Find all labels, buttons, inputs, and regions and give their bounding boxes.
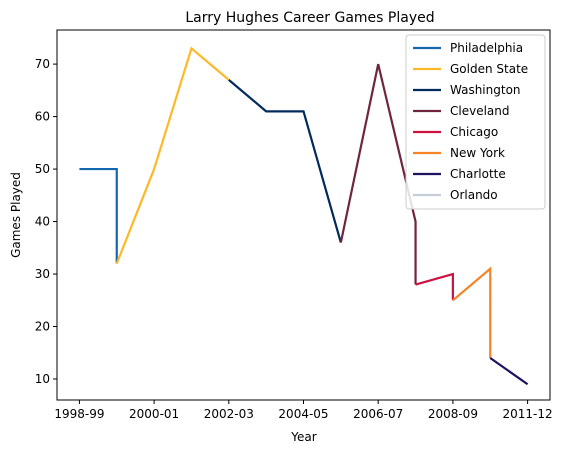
x-axis-label: Year	[290, 430, 316, 444]
y-tick-label: 10	[35, 372, 50, 386]
series-line-cleveland	[339, 63, 417, 285]
legend-label: Chicago	[450, 125, 498, 139]
x-tick-label: 1998-99	[54, 407, 104, 421]
legend-label: Orlando	[450, 188, 498, 202]
series-line-washington	[228, 79, 342, 243]
y-tick-label: 30	[35, 267, 50, 281]
y-tick-label: 50	[35, 162, 50, 176]
y-tick-label: 20	[35, 320, 50, 334]
series-line-new-york	[452, 266, 492, 359]
series-line-philadelphia	[79, 167, 118, 264]
x-axis: 1998-99 2000-01 2002-03 2004-05 2006-07 2008-…	[54, 400, 553, 421]
series-line-charlotte	[489, 357, 529, 386]
y-axis: 10 20 30 40 50 60 70	[35, 57, 57, 386]
series-line-golden-state	[115, 46, 230, 264]
legend-label: Golden State	[450, 62, 528, 76]
legend-label: Charlotte	[450, 167, 506, 181]
series-line-chicago	[415, 272, 454, 301]
y-tick-label: 40	[35, 215, 50, 229]
series-lines	[79, 46, 529, 386]
legend-label: New York	[450, 146, 505, 160]
y-tick-label: 70	[35, 57, 50, 71]
legend-label: Cleveland	[450, 104, 510, 118]
x-tick-label: 2006-07	[353, 407, 403, 421]
x-tick-label: 2004-05	[278, 407, 328, 421]
legend: Philadelphia Golden State Washington Clevel…	[405, 34, 546, 210]
legend-label: Philadelphia	[450, 41, 523, 55]
chart-title: Larry Hughes Career Games Played	[185, 10, 434, 26]
legend-label: Washington	[450, 83, 521, 97]
legend-box	[405, 34, 546, 210]
x-tick-label: 2002-03	[204, 407, 254, 421]
x-tick-label: 2011-12	[503, 407, 553, 421]
x-tick-label: 2008-09	[428, 407, 478, 421]
y-tick-label: 60	[35, 110, 50, 124]
x-tick-label: 2000-01	[129, 407, 179, 421]
y-axis-label: Games Played	[9, 172, 23, 258]
